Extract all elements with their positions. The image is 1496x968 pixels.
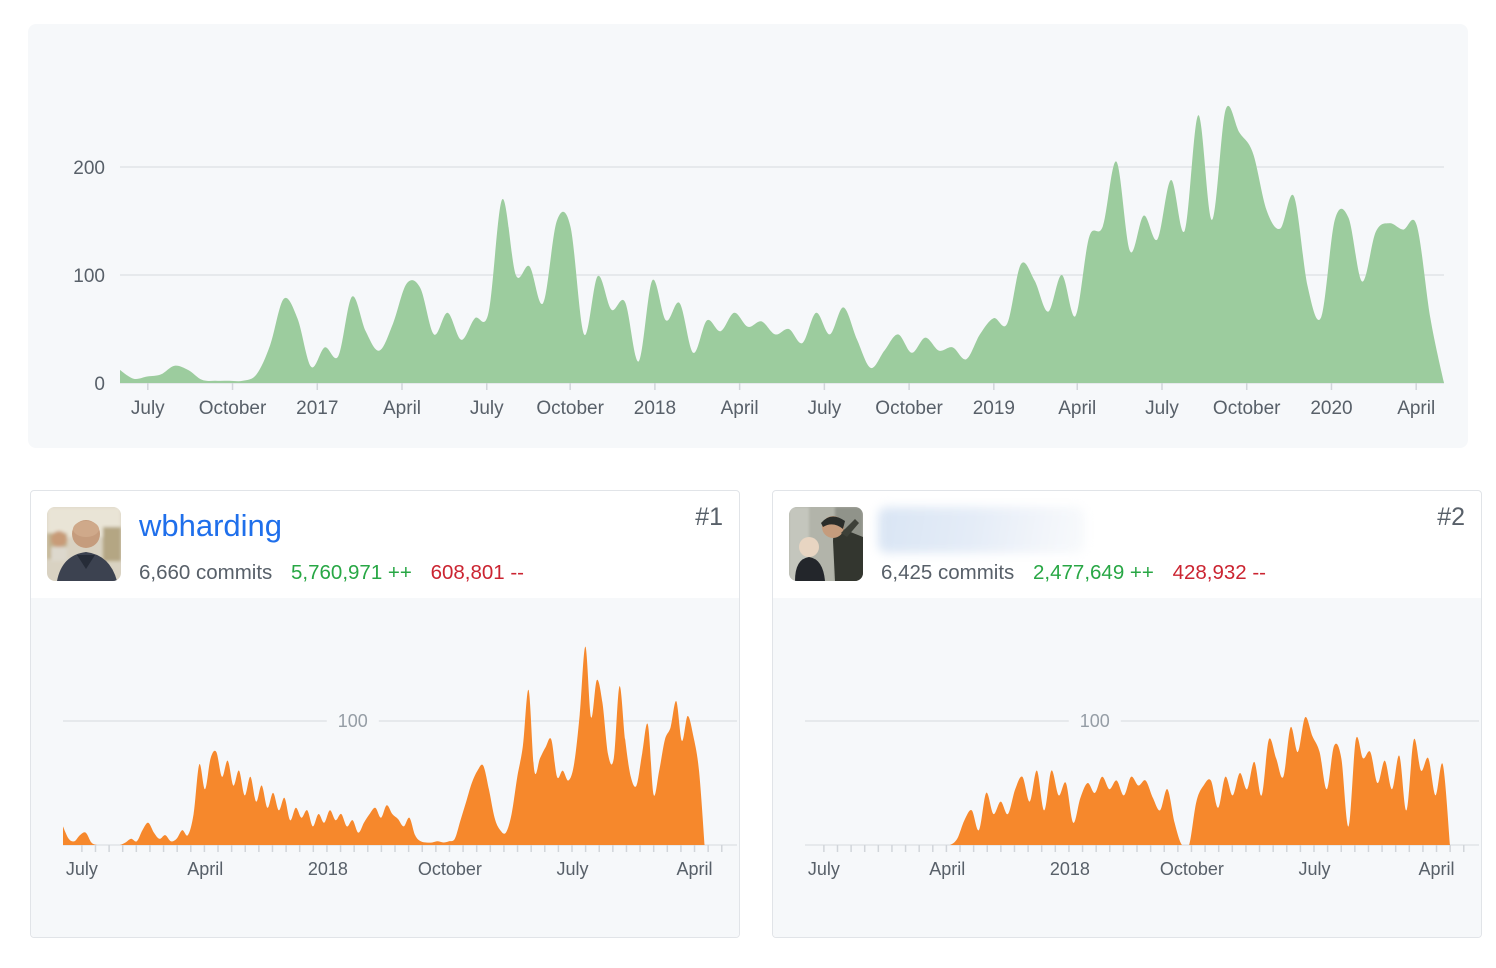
svg-text:October: October [875, 398, 943, 419]
contributor-stats: 6,425 commits 2,477,649 ++ 428,932 -- [881, 561, 1266, 585]
avatar[interactable] [789, 507, 863, 581]
commit-count: 6,425 commits [881, 561, 1015, 584]
commit-activity-panel: July October 2017 April July October 2018 April… [28, 24, 1468, 448]
svg-text:2018: 2018 [1050, 859, 1090, 879]
contributor-card-1: wbharding 6,660 commits 5,760,971 ++ 608… [30, 490, 740, 938]
svg-text:100: 100 [73, 266, 105, 287]
svg-text:July: July [557, 859, 589, 879]
blurred-username[interactable] [878, 507, 1085, 553]
contributor-2-area-chart[interactable]: July April 2018 October July April 100 [773, 598, 1481, 890]
svg-text:April: April [721, 398, 759, 419]
svg-text:2018: 2018 [308, 859, 348, 879]
rank-badge: #1 [695, 503, 723, 531]
avatar-photo-placeholder [47, 507, 121, 581]
deletions-count: 428,932 -- [1172, 561, 1267, 584]
deletions-count: 608,801 -- [430, 561, 525, 584]
svg-text:April: April [187, 859, 223, 879]
svg-text:2018: 2018 [634, 398, 676, 419]
contributor-1-area-chart[interactable]: July April 2018 October July April 100 [31, 598, 739, 890]
additions-count: 5,760,971 ++ [291, 561, 412, 584]
rank-badge: #2 [1437, 503, 1465, 531]
svg-text:October: October [536, 398, 604, 419]
svg-text:July: July [470, 398, 504, 419]
svg-text:October: October [1213, 398, 1281, 419]
svg-text:July: July [1145, 398, 1179, 419]
contributor-1-chart-area: July April 2018 October July April 100 [31, 598, 739, 937]
svg-text:2020: 2020 [1310, 398, 1352, 419]
avatar-photo-placeholder [789, 507, 863, 581]
additions-count: 2,477,649 ++ [1033, 561, 1154, 584]
contributor-card-1-header: wbharding 6,660 commits 5,760,971 ++ 608… [31, 491, 739, 599]
svg-text:April: April [1419, 859, 1455, 879]
svg-text:200: 200 [73, 158, 105, 179]
svg-text:April: April [383, 398, 421, 419]
svg-text:October: October [199, 398, 267, 419]
svg-text:2017: 2017 [296, 398, 338, 419]
svg-text:October: October [418, 859, 482, 879]
svg-text:April: April [929, 859, 965, 879]
svg-text:100: 100 [338, 711, 368, 731]
avatar[interactable] [47, 507, 121, 581]
svg-text:100: 100 [1080, 711, 1110, 731]
username-link[interactable]: wbharding [139, 508, 283, 543]
svg-text:July: July [807, 398, 841, 419]
contributor-card-2: 6,425 commits 2,477,649 ++ 428,932 -- #2… [772, 490, 1482, 938]
svg-text:July: July [808, 859, 840, 879]
svg-text:July: July [1299, 859, 1331, 879]
svg-text:April: April [677, 859, 713, 879]
svg-text:July: July [131, 398, 165, 419]
contributor-2-chart-area: July April 2018 October July April 100 [773, 598, 1481, 937]
commit-count: 6,660 commits [139, 561, 273, 584]
svg-text:July: July [66, 859, 98, 879]
overall-commits-area-chart[interactable]: July October 2017 April July October 2018 April… [28, 60, 1468, 425]
svg-text:October: October [1160, 859, 1224, 879]
svg-text:April: April [1397, 398, 1435, 419]
contributor-card-2-header: 6,425 commits 2,477,649 ++ 428,932 -- #2 [773, 491, 1481, 599]
svg-text:2019: 2019 [973, 398, 1015, 419]
svg-text:0: 0 [94, 374, 105, 395]
svg-text:April: April [1058, 398, 1096, 419]
contributor-stats: 6,660 commits 5,760,971 ++ 608,801 -- [139, 561, 524, 585]
